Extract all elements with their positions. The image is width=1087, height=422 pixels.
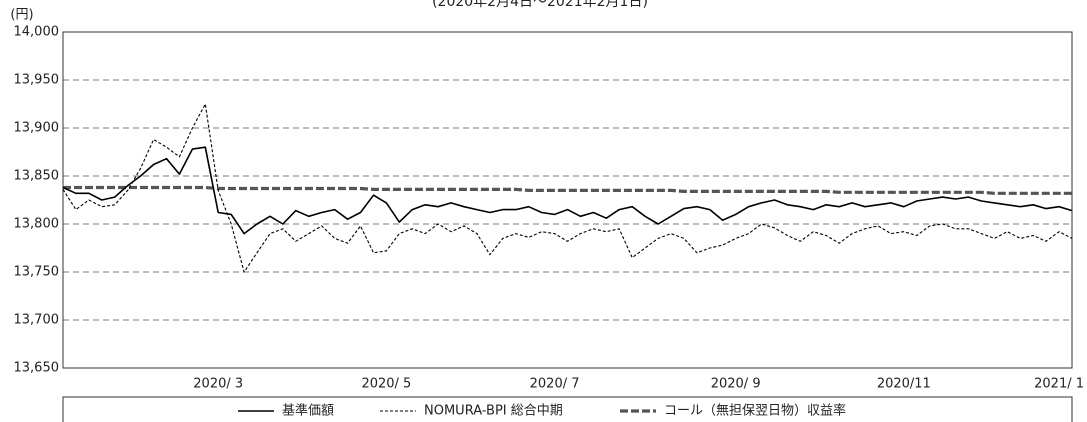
x-tick-label: 2021/ 1 — [1034, 377, 1084, 392]
x-tick-label: 2020/ 7 — [530, 377, 580, 392]
y-tick-label: 13,850 — [14, 169, 60, 184]
legend-label: コール（無担保翌日物）収益率 — [664, 403, 846, 419]
plot-frame — [62, 31, 1073, 369]
x-tick-label: 2020/ 9 — [711, 377, 761, 392]
y-tick-label: 13,700 — [14, 313, 60, 328]
x-tick-label: 2020/ 5 — [361, 377, 411, 392]
chart-subtitle: (2020年2月4日～2021年2月1日) — [432, 0, 648, 10]
y-tick-label: 14,000 — [14, 25, 60, 40]
legend-label: NOMURA-BPI 総合中期 — [424, 404, 563, 419]
y-tick-label: 13,950 — [14, 73, 60, 88]
y-tick-label: 13,750 — [14, 265, 60, 280]
series-line — [63, 185, 1072, 195]
x-tick-label: 2020/11 — [877, 377, 931, 392]
y-tick-label: 13,900 — [14, 121, 60, 136]
y-tick-label: 13,800 — [14, 217, 60, 232]
x-tick-label: 2020/ 3 — [193, 377, 243, 392]
legend-box — [62, 396, 1073, 422]
series-line — [62, 103, 1073, 273]
y-axis-label: (円) — [10, 8, 33, 23]
legend-label: 基準価額 — [282, 403, 334, 419]
y-tick-label: 13,650 — [14, 361, 60, 376]
series-line — [62, 146, 1073, 235]
